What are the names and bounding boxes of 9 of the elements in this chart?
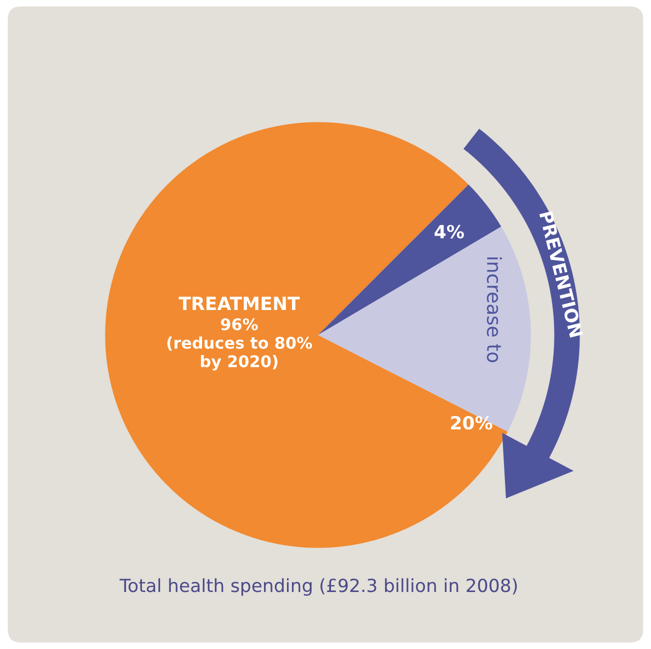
pie-slice: [105, 122, 508, 548]
slice-label: increase to: [486, 257, 502, 362]
slice-label: TREATMENT: [178, 296, 300, 310]
text: 20%: [451, 416, 492, 430]
pie-slice: [318, 184, 502, 335]
pie-slice: [318, 226, 531, 432]
data-label: 96% (reduces to 80% by 2020): [167, 318, 312, 371]
text: Total health spending (£92.3 billion in 2008): [120, 578, 517, 596]
data-label: 4%: [434, 224, 464, 238]
